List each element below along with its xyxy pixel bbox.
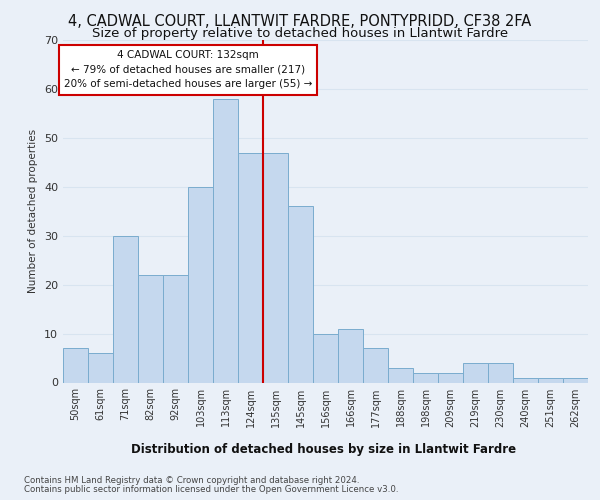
- Bar: [463, 363, 488, 382]
- Bar: [563, 378, 588, 382]
- Bar: [538, 378, 563, 382]
- Bar: [188, 187, 213, 382]
- Bar: [263, 152, 288, 382]
- Bar: [488, 363, 513, 382]
- Bar: [238, 152, 263, 382]
- Bar: [413, 372, 438, 382]
- Bar: [88, 353, 113, 382]
- Bar: [288, 206, 313, 382]
- Y-axis label: Number of detached properties: Number of detached properties: [28, 129, 38, 294]
- Text: Contains HM Land Registry data © Crown copyright and database right 2024.: Contains HM Land Registry data © Crown c…: [24, 476, 359, 485]
- Bar: [438, 372, 463, 382]
- Bar: [213, 98, 238, 383]
- Bar: [113, 236, 138, 382]
- Text: Size of property relative to detached houses in Llantwit Fardre: Size of property relative to detached ho…: [92, 28, 508, 40]
- Text: Distribution of detached houses by size in Llantwit Fardre: Distribution of detached houses by size …: [131, 442, 517, 456]
- Bar: [513, 378, 538, 382]
- Bar: [163, 275, 188, 382]
- Bar: [363, 348, 388, 382]
- Bar: [313, 334, 338, 382]
- Bar: [388, 368, 413, 382]
- Text: 4 CADWAL COURT: 132sqm
← 79% of detached houses are smaller (217)
20% of semi-de: 4 CADWAL COURT: 132sqm ← 79% of detached…: [64, 50, 312, 90]
- Text: Contains public sector information licensed under the Open Government Licence v3: Contains public sector information licen…: [24, 485, 398, 494]
- Text: 4, CADWAL COURT, LLANTWIT FARDRE, PONTYPRIDD, CF38 2FA: 4, CADWAL COURT, LLANTWIT FARDRE, PONTYP…: [68, 14, 532, 29]
- Bar: [338, 328, 363, 382]
- Bar: [63, 348, 88, 382]
- Bar: [138, 275, 163, 382]
